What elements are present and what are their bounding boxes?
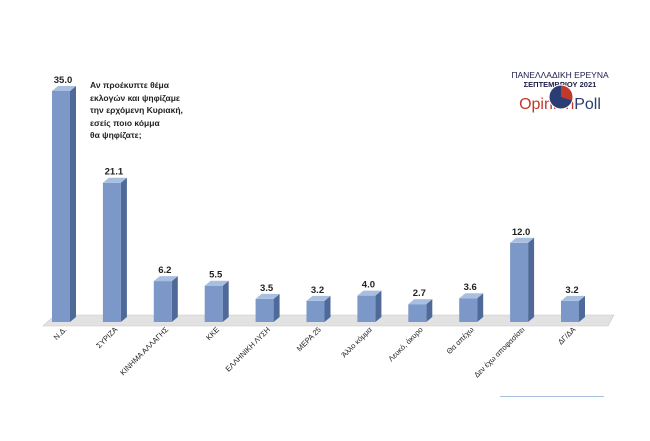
category-label: Θα απέχω <box>445 325 476 356</box>
category-label: ΣΥΡΙΖΑ <box>94 325 119 350</box>
data-label: 5.5 <box>209 270 223 281</box>
bar <box>510 237 535 322</box>
category-label: Άλλο κόμμα <box>340 325 375 360</box>
survey-date: ΣΕΠΤΕΜΒΡΙΟΥ 2021 <box>523 80 597 89</box>
bar <box>357 290 382 322</box>
bar-front <box>357 295 376 322</box>
bar <box>102 177 127 322</box>
bar-side <box>120 177 127 322</box>
data-label: 3.6 <box>464 282 477 293</box>
survey-title: ΠΑΝΕΛΛΑΔΙΚΗ ΕΡΕΥΝΑ <box>511 70 609 80</box>
bar-side <box>477 293 484 322</box>
bar-side <box>273 293 280 322</box>
bar-side <box>171 276 178 322</box>
bar-top <box>153 276 178 282</box>
question-line: την ερχόμενη Κυριακή, <box>90 105 183 115</box>
survey-question: Αν προέκυπτε θέμα εκλογών και ψηφίζαμε τ… <box>90 79 200 142</box>
category-label: Λευκό, άκυρο <box>386 325 424 363</box>
bar <box>306 295 331 322</box>
bar <box>408 299 433 322</box>
category-label: Ν.Δ. <box>52 325 69 342</box>
bar-front <box>561 300 579 322</box>
question-line: εσείς ποιο κόμμα <box>90 117 160 128</box>
data-label: 12.0 <box>512 227 531 238</box>
bar-front <box>52 91 70 322</box>
bar-top <box>306 295 331 301</box>
bar-side <box>426 299 433 322</box>
bar-top <box>561 295 585 301</box>
category-label: Δεν έχω αποφασίσει <box>472 325 527 380</box>
brand-name-part2: Poll <box>574 96 601 113</box>
bar-side <box>528 237 535 322</box>
bar-front <box>306 300 325 322</box>
bar-side <box>70 86 76 322</box>
category-label: ΚΚΕ <box>204 325 221 342</box>
bar-top <box>204 280 229 286</box>
bar-top <box>510 237 535 243</box>
data-label: 6.2 <box>158 265 171 276</box>
bar <box>153 276 178 322</box>
data-label: 3.2 <box>311 285 324 296</box>
bar-front <box>510 242 529 322</box>
data-label: 35.0 <box>54 75 73 86</box>
bar-top <box>408 299 433 305</box>
bar-top <box>102 177 127 183</box>
category-label: ΚΙΝΗΜΑ ΑΛΛΑΓΗΣ <box>118 325 170 377</box>
bar-front <box>102 182 121 322</box>
bar-side <box>222 280 229 322</box>
question-line: θα ψηφίζατε; <box>90 130 142 140</box>
category-label: ΕΛΛΗΝΙΚΗ ΛΥΣΗ <box>224 325 272 373</box>
data-label: 2.7 <box>413 288 426 299</box>
data-label: 3.2 <box>565 285 578 296</box>
bar <box>561 295 585 322</box>
bar-side <box>324 295 331 322</box>
bar <box>52 86 76 322</box>
bar <box>459 293 484 322</box>
question-line: εκλογών και ψηφίζαμε <box>90 92 180 103</box>
bar-side <box>375 290 382 322</box>
bar-top <box>459 293 484 299</box>
bar-front <box>153 281 172 322</box>
bar-front <box>255 298 274 322</box>
question-line: Αν προέκυπτε θέμα <box>90 80 169 90</box>
bar-top <box>255 293 280 299</box>
opinionpoll-logo-icon <box>548 84 574 110</box>
category-label: ΜΕΡΑ 25 <box>295 325 323 353</box>
data-label: 21.1 <box>105 167 124 178</box>
bar-front <box>204 285 223 322</box>
bar-top <box>357 290 382 296</box>
bar-top <box>52 86 76 91</box>
category-label: ΔΓ/ΔΑ <box>556 325 577 346</box>
data-label: 3.5 <box>260 283 274 294</box>
bar-front <box>408 304 427 322</box>
bar-side <box>579 295 585 322</box>
footer-divider <box>500 396 604 397</box>
bar <box>255 293 280 322</box>
bar-front <box>459 298 478 322</box>
bar <box>204 280 229 322</box>
data-label: 4.0 <box>362 280 375 291</box>
